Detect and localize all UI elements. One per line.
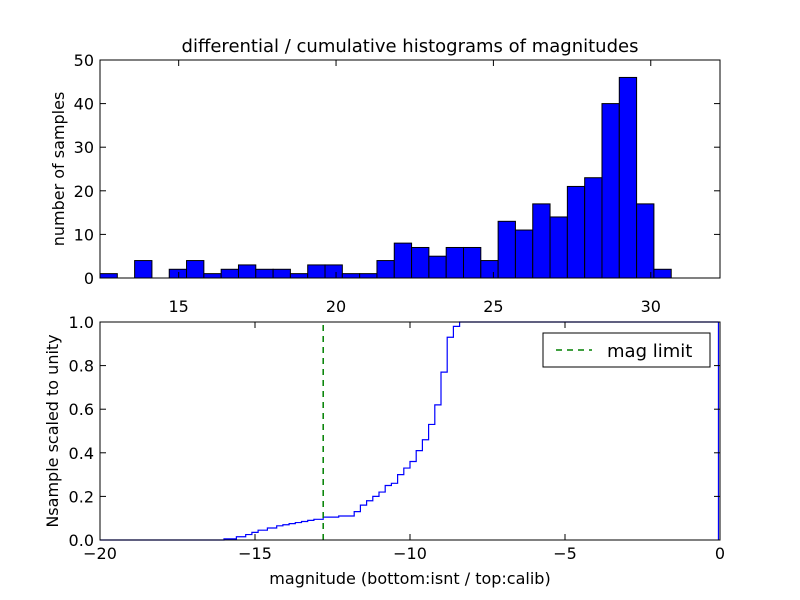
cumulative-ticks: 0.0 0.2 0.4 0.6 0.8 1.0 −20 −15 −10 −5 0 bbox=[69, 313, 726, 563]
y-tick-label: 10 bbox=[74, 225, 94, 244]
histogram-bar bbox=[618, 76, 638, 279]
cumulative-lines bbox=[100, 321, 720, 541]
x-tick-label: −15 bbox=[238, 544, 272, 563]
y-tick-label: 30 bbox=[74, 138, 94, 157]
histogram-bar bbox=[636, 203, 655, 279]
histogram-frame bbox=[99, 59, 721, 279]
x-tick-label: −20 bbox=[83, 544, 117, 563]
y-tick-label: 20 bbox=[74, 182, 94, 201]
chart-title: differential / cumulative histograms of … bbox=[182, 36, 639, 57]
x-tick-label: 20 bbox=[326, 297, 346, 316]
histogram-bar bbox=[445, 246, 465, 279]
histogram-bar bbox=[566, 185, 586, 279]
histogram-bar bbox=[480, 260, 499, 279]
y-tick-label: 50 bbox=[74, 51, 94, 70]
histogram-bar bbox=[549, 216, 568, 279]
cumulative-xlabel: magnitude (bottom:isnt / top:calib) bbox=[269, 569, 550, 588]
histogram-bar bbox=[584, 177, 603, 279]
cumulative-frame bbox=[99, 321, 721, 541]
histogram-bar bbox=[237, 264, 257, 279]
histogram-bar bbox=[220, 268, 239, 279]
histogram-bar bbox=[307, 264, 326, 279]
histogram-bars bbox=[99, 76, 672, 279]
y-tick-label: 0.4 bbox=[69, 444, 94, 463]
y-tick-label: 0.8 bbox=[69, 357, 94, 376]
y-tick-label: 0.0 bbox=[69, 531, 94, 550]
histogram-bar bbox=[99, 273, 118, 279]
cumulative-series-line bbox=[100, 321, 719, 541]
histogram-bar bbox=[601, 103, 620, 279]
histogram-bar bbox=[497, 220, 516, 279]
histogram-bar bbox=[393, 242, 413, 279]
legend: mag limit bbox=[542, 332, 711, 368]
histogram-bar bbox=[532, 203, 551, 279]
histogram-bar bbox=[653, 268, 672, 279]
cumulative-ylabel: Nsample scaled to unity bbox=[43, 334, 62, 527]
x-tick-label: 0 bbox=[715, 544, 725, 563]
histogram-bar bbox=[428, 255, 447, 279]
histogram-bar bbox=[376, 260, 395, 279]
histogram-bar bbox=[186, 260, 205, 279]
y-tick-label: 0.6 bbox=[69, 400, 94, 419]
histogram-bar bbox=[134, 260, 153, 279]
histogram-bar bbox=[168, 268, 188, 279]
histogram-bar bbox=[359, 273, 378, 279]
histogram-bar bbox=[463, 246, 482, 279]
histogram-bar bbox=[411, 246, 430, 279]
histogram-bar bbox=[272, 268, 291, 279]
histogram-bar bbox=[203, 273, 222, 279]
legend-label-mag-limit: mag limit bbox=[607, 341, 692, 362]
histogram-ticks: 0 10 20 30 40 50 15 20 25 30 bbox=[74, 51, 720, 316]
x-tick-label: −5 bbox=[553, 544, 577, 563]
y-tick-label: 1.0 bbox=[69, 313, 94, 332]
x-tick-label: −10 bbox=[393, 544, 427, 563]
cumulative-panel: 0.0 0.2 0.4 0.6 0.8 1.0 −20 −15 −10 −5 0 Nsample s… bbox=[43, 313, 725, 588]
y-tick-label: 0 bbox=[84, 269, 94, 288]
x-tick-label: 15 bbox=[169, 297, 189, 316]
histogram-bar bbox=[341, 273, 361, 279]
histogram-bar bbox=[255, 268, 274, 279]
y-tick-label: 40 bbox=[74, 95, 94, 114]
histogram-panel: differential / cumulative histograms of … bbox=[49, 36, 721, 316]
histogram-bar bbox=[289, 273, 309, 279]
histogram-bar bbox=[514, 229, 534, 279]
histogram-bar bbox=[324, 264, 343, 279]
x-tick-label: 30 bbox=[641, 297, 661, 316]
histogram-ylabel: number of samples bbox=[49, 92, 68, 247]
x-tick-label: 25 bbox=[483, 297, 503, 316]
y-tick-label: 0.2 bbox=[69, 487, 94, 506]
